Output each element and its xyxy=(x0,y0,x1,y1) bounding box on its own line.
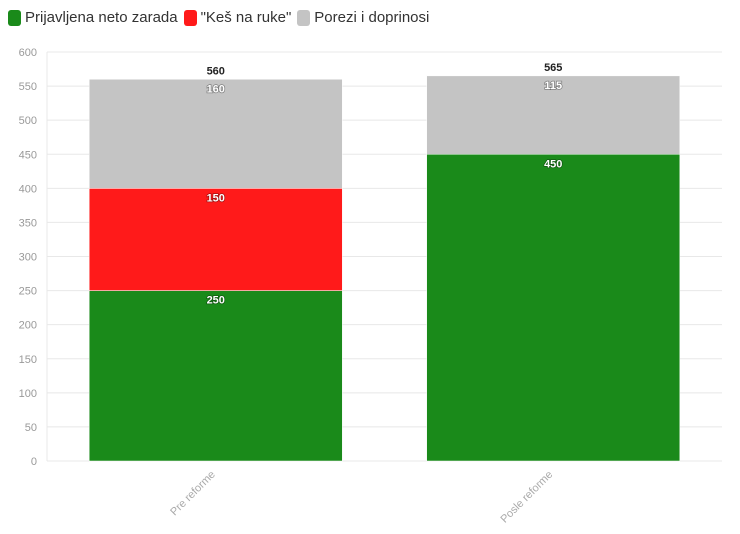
legend: Prijavljena neto zarada "Keš na ruke" Po… xyxy=(8,9,435,26)
bar-total-label-posle-reforme: 565 xyxy=(544,62,562,74)
bar-posle-reforme-series-0 xyxy=(426,154,681,462)
bar-posle-reforme-series-2 xyxy=(426,75,681,155)
bar-value-label-posle-reforme-series-2: 115 xyxy=(544,80,562,92)
y-tick-label-600: 600 xyxy=(19,47,37,59)
bar-value-label-pre-reforme-series-0: 250 xyxy=(207,295,225,307)
bar-pre-reforme-series-2 xyxy=(88,79,343,189)
y-tick-label-350: 350 xyxy=(19,217,37,229)
bar-total-label-pre-reforme: 560 xyxy=(207,65,225,77)
x-tick-label-pre-reforme: Pre reforme xyxy=(168,469,218,519)
bar-value-label-posle-reforme-series-0: 450 xyxy=(544,158,562,170)
legend-item-porezi-i-doprinosi[interactable]: Porezi i doprinosi xyxy=(297,9,429,26)
bar-value-label-pre-reforme-series-2: 160 xyxy=(207,83,225,95)
y-tick-label-100: 100 xyxy=(19,388,37,400)
legend-swatch-gray xyxy=(297,9,311,26)
legend-item-kes-na-ruke[interactable]: "Keš na ruke" xyxy=(183,9,292,26)
bar-value-label-pre-reforme-series-1: 150 xyxy=(207,192,225,204)
y-tick-label-450: 450 xyxy=(19,149,37,161)
y-tick-label-150: 150 xyxy=(19,354,37,366)
y-tick-label-50: 50 xyxy=(25,422,37,434)
legend-label-prijavljena-neto-zarada: Prijavljena neto zarada xyxy=(25,9,178,26)
legend-label-porezi-i-doprinosi: Porezi i doprinosi xyxy=(314,9,430,26)
y-tick-label-250: 250 xyxy=(19,286,37,298)
legend-swatch-green xyxy=(8,9,21,26)
legend-label-kes-na-ruke: "Keš na ruke" xyxy=(200,9,292,26)
x-tick-label-posle-reforme: Posle reforme xyxy=(498,469,555,526)
legend-item-prijavljena-neto-zarada[interactable]: Prijavljena neto zarada xyxy=(8,9,178,26)
y-tick-label-400: 400 xyxy=(19,183,37,195)
bar-pre-reforme-series-1 xyxy=(88,188,343,291)
y-tick-label-0: 0 xyxy=(31,456,37,468)
y-tick-label-300: 300 xyxy=(19,252,37,264)
legend-swatch-red xyxy=(183,9,197,26)
y-tick-label-500: 500 xyxy=(19,115,37,127)
y-tick-label-200: 200 xyxy=(19,320,37,332)
bar-pre-reforme-series-0 xyxy=(88,290,343,462)
y-tick-label-550: 550 xyxy=(19,81,37,93)
